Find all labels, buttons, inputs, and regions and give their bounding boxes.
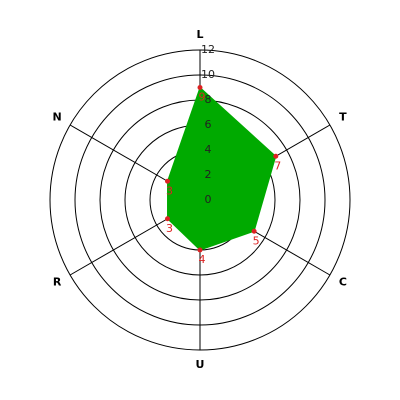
r-tick-label: 6 xyxy=(205,118,212,131)
value-label: 9 xyxy=(199,91,206,104)
data-point xyxy=(273,153,279,159)
r-tick-label: 0 xyxy=(205,193,212,206)
axis-label: L xyxy=(196,28,203,41)
value-label: 5 xyxy=(253,234,260,247)
value-label: 3 xyxy=(166,184,173,197)
data-area xyxy=(167,86,277,251)
r-tick-label: 4 xyxy=(205,143,212,156)
axis-label: U xyxy=(196,358,205,371)
data-point xyxy=(165,216,171,222)
value-label: 7 xyxy=(274,159,281,172)
data-point xyxy=(197,85,203,90)
r-tick-label: 8 xyxy=(205,93,212,106)
axis-label: C xyxy=(339,276,347,289)
axis-label: T xyxy=(339,111,347,124)
axis-label: N xyxy=(52,111,61,124)
r-tick-label: 12 xyxy=(201,43,215,56)
data-point xyxy=(251,228,257,234)
value-label: 3 xyxy=(166,222,173,235)
r-tick-label: 10 xyxy=(201,68,215,81)
r-tick-label: 2 xyxy=(205,168,212,181)
data-point xyxy=(165,178,171,184)
value-label: 4 xyxy=(199,253,206,266)
axis-label: R xyxy=(53,276,62,289)
data-point xyxy=(197,247,203,253)
